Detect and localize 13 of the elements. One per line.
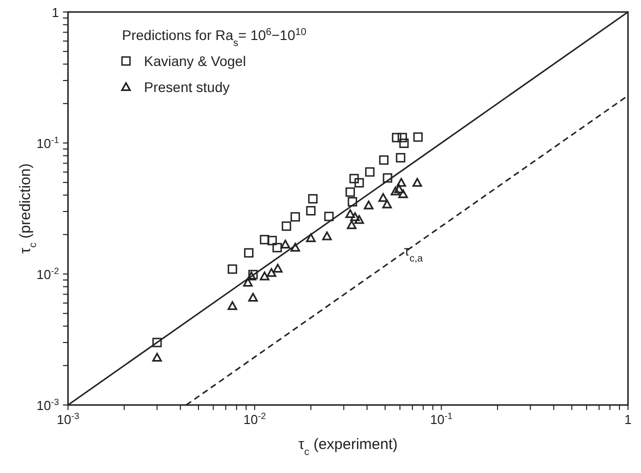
y-tick-label: 10$^{-1}$ [36,135,59,151]
legend-label: Present study [144,79,230,95]
legend-label: Kaviany & Vogel [144,53,246,69]
x-tick-label: 10$^{-3}$ [56,411,80,427]
y-tick-label: 1 [52,5,59,20]
y-tick-label: 10$^{-2}$ [36,266,59,282]
annotation: τ$_{c,a}$ [404,242,424,264]
x-tick-label: 10$^{-2}$ [243,411,266,427]
legend-title: Predictions for Ra$_{s}$= 10$^{6}$−10$^{10}$ [122,26,307,48]
x-axis-title: τ$_{c}$ (experiment) [298,436,398,458]
x-tick-label: 1 [624,412,632,427]
x-tick-label: 10$^{-1}$ [430,411,453,427]
y-tick-label: 10$^{-3}$ [36,397,59,413]
